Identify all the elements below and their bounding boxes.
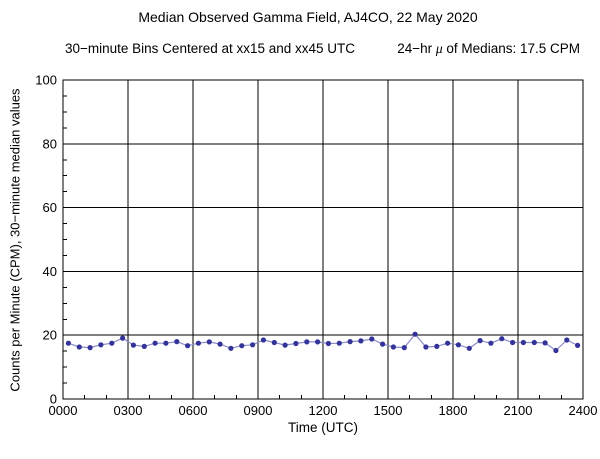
data-point [271, 339, 277, 346]
data-point [380, 341, 386, 347]
mean-suffix: of Medians: 17.5 CPM [442, 41, 580, 56]
data-point [185, 343, 191, 349]
y-axis-label: Counts per Minute (CPM), 30−minute media… [7, 88, 23, 392]
data-point [575, 342, 581, 348]
x-tick-label: 2100 [504, 403, 533, 418]
x-axis-label: Time (UTC) [288, 420, 358, 435]
data-point [195, 340, 201, 346]
x-tick-label: 1800 [439, 403, 468, 418]
data-point [282, 342, 288, 348]
data-point [412, 331, 418, 337]
data-point [293, 340, 299, 347]
data-point [174, 339, 180, 345]
data-point [141, 343, 147, 349]
x-tick-label: 0600 [179, 403, 208, 418]
data-point [304, 339, 310, 345]
data-point [217, 341, 223, 347]
data-point [466, 345, 472, 351]
data-point [564, 337, 570, 343]
chart-title: Median Observed Gamma Field, AJ4CO, 22 M… [138, 9, 478, 25]
data-point [206, 339, 212, 345]
data-point [499, 336, 505, 342]
chart-subtitle: 30−minute Bins Centered at xx15 and xx45… [65, 41, 580, 57]
data-point [163, 340, 169, 346]
data-point [87, 345, 93, 351]
mu-symbol: μ [435, 41, 443, 56]
y-tick-label: 100 [35, 73, 57, 88]
data-point [455, 342, 461, 348]
data-point [239, 343, 245, 349]
data-point [434, 343, 440, 349]
subtitle-bins-text: 30−minute Bins Centered at xx15 and xx45… [65, 41, 356, 56]
data-point [76, 344, 82, 350]
data-point [325, 340, 331, 347]
data-point [336, 340, 342, 346]
data-point [250, 342, 256, 348]
data-point [520, 339, 527, 346]
x-tick-label: 0900 [244, 403, 273, 418]
x-tick-label: 0300 [114, 403, 143, 418]
data-point [228, 345, 234, 351]
data-point [260, 337, 266, 343]
mean-prefix: 24−hr [397, 41, 436, 56]
data-point [390, 344, 396, 350]
data-point [109, 340, 115, 346]
data-point [152, 340, 158, 346]
x-tick-label: 2400 [569, 403, 598, 418]
data-point [347, 339, 353, 345]
data-point [401, 345, 407, 351]
y-tick-label: 80 [43, 136, 57, 151]
data-point [488, 340, 494, 346]
data-point [369, 336, 375, 342]
y-tick-label: 20 [43, 328, 57, 343]
x-tick-label: 1500 [374, 403, 403, 418]
data-point [531, 339, 537, 346]
data-point [542, 340, 548, 346]
x-tick-label: 0000 [49, 403, 78, 418]
data-point [98, 342, 104, 348]
y-tick-label: 0 [50, 392, 57, 407]
data-point [423, 344, 429, 350]
data-point [65, 340, 71, 346]
data-point [315, 339, 321, 345]
data-point [477, 338, 483, 344]
data-point [120, 335, 126, 341]
y-tick-label: 60 [43, 200, 57, 215]
data-point [358, 338, 364, 344]
data-point [509, 339, 516, 346]
y-tick-label: 40 [43, 264, 57, 279]
data-point [130, 342, 136, 348]
data-point [445, 340, 451, 346]
x-tick-label: 1200 [309, 403, 338, 418]
subtitle-mean-text: 24−hr μ of Medians: 17.5 CPM [397, 41, 580, 57]
data-point [553, 347, 559, 354]
